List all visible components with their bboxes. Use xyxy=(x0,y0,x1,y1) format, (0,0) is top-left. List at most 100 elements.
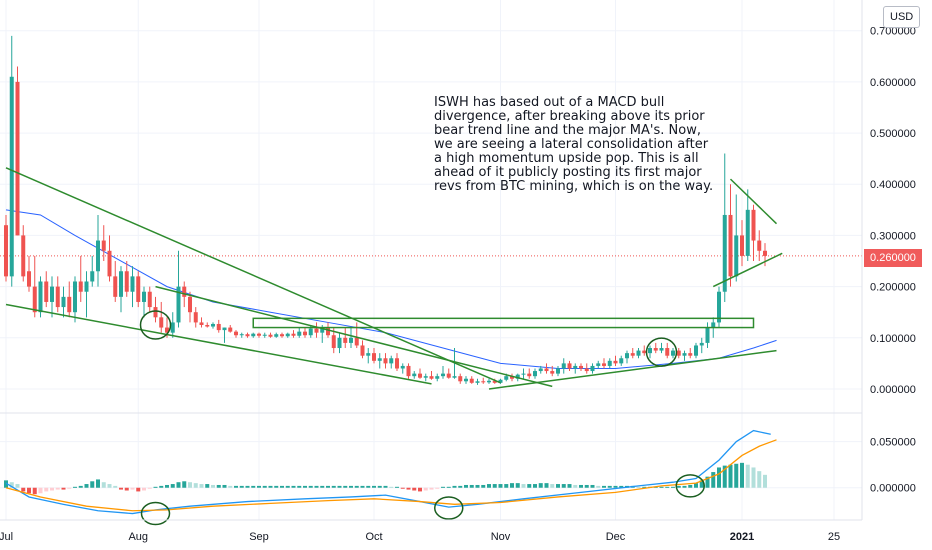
histogram-bar xyxy=(268,485,273,488)
histogram-bar xyxy=(659,486,664,488)
candle xyxy=(90,255,95,287)
histogram-bar xyxy=(682,485,687,488)
candle xyxy=(234,330,238,338)
y-tick-label: 0.700000 xyxy=(870,26,916,38)
candle-body xyxy=(4,225,8,277)
x-tick-label: 2021 xyxy=(730,531,754,543)
candle xyxy=(113,261,118,302)
candle xyxy=(383,353,388,369)
candle xyxy=(377,353,382,369)
candle-body xyxy=(55,286,60,308)
candle-body xyxy=(274,334,279,337)
candle-body xyxy=(182,286,187,297)
candle-body xyxy=(665,348,670,356)
candle xyxy=(584,363,589,374)
histogram-bar xyxy=(544,483,549,488)
candle xyxy=(228,324,233,333)
candle xyxy=(521,368,526,379)
candle xyxy=(642,345,647,356)
candle xyxy=(648,345,652,359)
histogram-bar xyxy=(262,485,267,488)
histogram-bar xyxy=(136,487,141,492)
candle-body xyxy=(372,353,376,361)
candle xyxy=(262,332,267,338)
candle xyxy=(136,271,141,308)
histogram-bar xyxy=(360,485,365,488)
candle-body xyxy=(153,307,158,318)
candle-body xyxy=(84,281,89,292)
candle xyxy=(297,327,302,338)
candle-body xyxy=(521,373,526,375)
candle xyxy=(9,35,14,287)
candle-body xyxy=(349,337,353,343)
currency-button[interactable]: USD xyxy=(883,6,921,28)
candle xyxy=(222,327,227,343)
histogram-bar xyxy=(423,487,428,491)
analysis-annotation: ISWH has based out of a MACD bull diverg… xyxy=(434,95,714,194)
candle-body xyxy=(21,235,26,277)
candle xyxy=(27,255,31,292)
histogram-bar xyxy=(556,484,560,488)
candle xyxy=(280,332,284,338)
candle xyxy=(705,322,710,349)
histogram-bar xyxy=(579,484,583,488)
histogram-bar xyxy=(567,484,572,488)
histogram-bar xyxy=(619,485,624,488)
candle-body xyxy=(590,365,595,372)
grid xyxy=(0,0,862,520)
candle xyxy=(510,373,514,382)
candle-body xyxy=(579,365,583,369)
histogram-bar xyxy=(211,484,215,488)
candle-body xyxy=(625,353,629,359)
candle-body xyxy=(550,371,555,374)
candle-body xyxy=(763,250,767,256)
x-tick-label: Jul xyxy=(0,531,13,543)
candle-body xyxy=(613,360,618,364)
candle-body xyxy=(170,322,175,333)
candle xyxy=(372,348,376,364)
x-tick-label: Nov xyxy=(491,531,511,543)
candle-body xyxy=(193,312,198,323)
histogram-bar xyxy=(389,486,394,488)
candle-body xyxy=(619,358,624,364)
macd-y-tick-label: 0.000000 xyxy=(870,483,916,495)
base-rising-trendline xyxy=(488,349,777,390)
candle-body xyxy=(303,331,307,336)
candle xyxy=(96,214,100,287)
macd-low-circle-aug xyxy=(140,501,171,526)
candle xyxy=(435,373,440,382)
histogram-bar xyxy=(671,486,675,488)
candle-body xyxy=(602,363,606,366)
candle-body xyxy=(308,328,313,336)
candle xyxy=(349,327,353,349)
histogram-bar xyxy=(377,485,382,488)
histogram-bar xyxy=(584,484,589,488)
candle xyxy=(429,371,434,380)
candle-body xyxy=(366,353,371,356)
candle-body xyxy=(199,322,204,325)
histogram-bar xyxy=(165,484,169,488)
candle xyxy=(188,291,192,323)
histogram-bar xyxy=(521,484,526,488)
candle xyxy=(636,348,641,359)
candle-body xyxy=(314,328,319,333)
candle-body xyxy=(222,327,227,331)
candle-body xyxy=(607,360,612,366)
candle-body xyxy=(694,345,698,356)
candle-body xyxy=(584,368,589,372)
histogram-bar xyxy=(757,471,762,488)
histogram-bar xyxy=(9,482,14,488)
histogram-bar xyxy=(38,487,43,494)
candle xyxy=(107,235,112,282)
histogram-bar xyxy=(90,481,95,488)
candle-body xyxy=(32,286,37,313)
histogram-bar xyxy=(205,484,210,488)
candle xyxy=(337,332,342,354)
y-tick-label: 0.200000 xyxy=(870,282,916,294)
candle-body xyxy=(234,331,238,336)
candle-body xyxy=(124,271,129,292)
candle xyxy=(73,276,77,323)
candle xyxy=(665,342,670,359)
candle xyxy=(561,358,566,374)
